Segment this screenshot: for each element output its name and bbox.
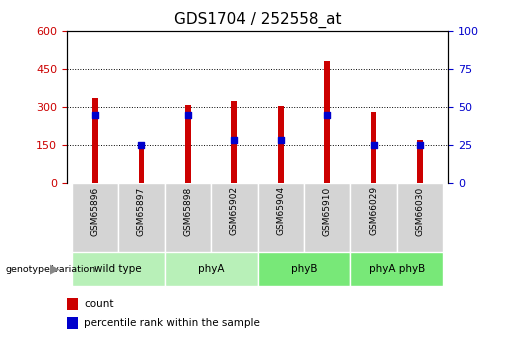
Bar (350, 252, 443, 286)
Bar (211, 183, 258, 252)
Text: GSM66030: GSM66030 (416, 186, 425, 236)
Point (323, 112, 331, 117)
Point (230, 138, 238, 143)
Text: GSM65897: GSM65897 (137, 186, 146, 236)
Text: GSM65898: GSM65898 (183, 186, 192, 236)
Text: percentile rank within the sample: percentile rank within the sample (84, 318, 260, 328)
Text: GSM65902: GSM65902 (230, 186, 239, 235)
Bar (324, 61, 330, 183)
Point (184, 112, 192, 117)
Bar (67, 317, 78, 329)
Bar (417, 140, 423, 183)
Text: phyA phyB: phyA phyB (369, 264, 425, 274)
Bar (258, 183, 304, 252)
Text: GSM66029: GSM66029 (369, 186, 378, 235)
Bar (278, 106, 284, 183)
Bar (165, 183, 211, 252)
Text: GSM65896: GSM65896 (90, 186, 99, 236)
Bar (304, 183, 350, 252)
Point (91, 112, 99, 117)
Bar (350, 183, 397, 252)
Text: ▶: ▶ (49, 263, 59, 276)
Text: genotype/variation: genotype/variation (5, 265, 95, 274)
Text: GSM65904: GSM65904 (276, 186, 285, 235)
Bar (92, 98, 98, 183)
Bar (258, 252, 350, 286)
Bar (397, 183, 443, 252)
Text: count: count (84, 299, 114, 309)
Text: wild type: wild type (94, 264, 142, 274)
Bar (67, 298, 78, 310)
Bar (139, 145, 144, 183)
Bar (165, 252, 258, 286)
Text: GSM65910: GSM65910 (323, 186, 332, 236)
Title: GDS1704 / 252558_at: GDS1704 / 252558_at (174, 12, 341, 28)
Point (416, 142, 424, 148)
Bar (72, 183, 118, 252)
Bar (231, 101, 237, 183)
Bar (371, 112, 376, 183)
Text: phyA: phyA (198, 264, 224, 274)
Bar (185, 105, 191, 183)
Bar (72, 252, 165, 286)
Point (370, 142, 378, 148)
Point (137, 142, 145, 148)
Bar (118, 183, 165, 252)
Point (277, 138, 285, 143)
Text: phyB: phyB (291, 264, 317, 274)
